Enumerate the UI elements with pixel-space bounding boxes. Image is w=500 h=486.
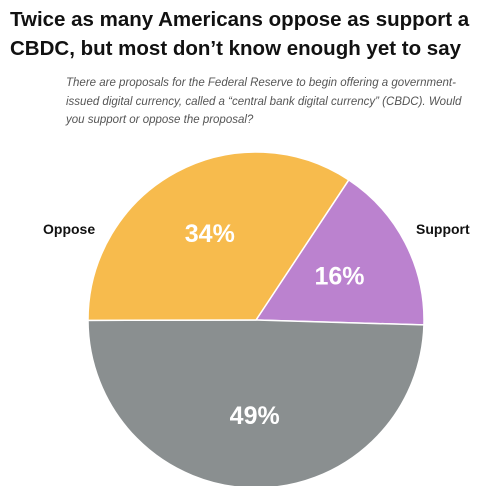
pie-slice-oppose: [87, 151, 350, 322]
chart-title: Twice as many Americans oppose as suppor…: [10, 8, 470, 60]
pie-data-label: 34%: [185, 220, 235, 248]
pie-slice-support: [254, 178, 425, 326]
pie-slice-unlabeled: [87, 319, 425, 486]
pie-data-label: 16%: [314, 263, 364, 291]
support-label: Support: [416, 221, 470, 237]
chart-subtitle: There are proposals for the Federal Rese…: [66, 77, 462, 126]
pie-data-label: 49%: [230, 402, 280, 430]
oppose-label: Oppose: [43, 221, 96, 237]
